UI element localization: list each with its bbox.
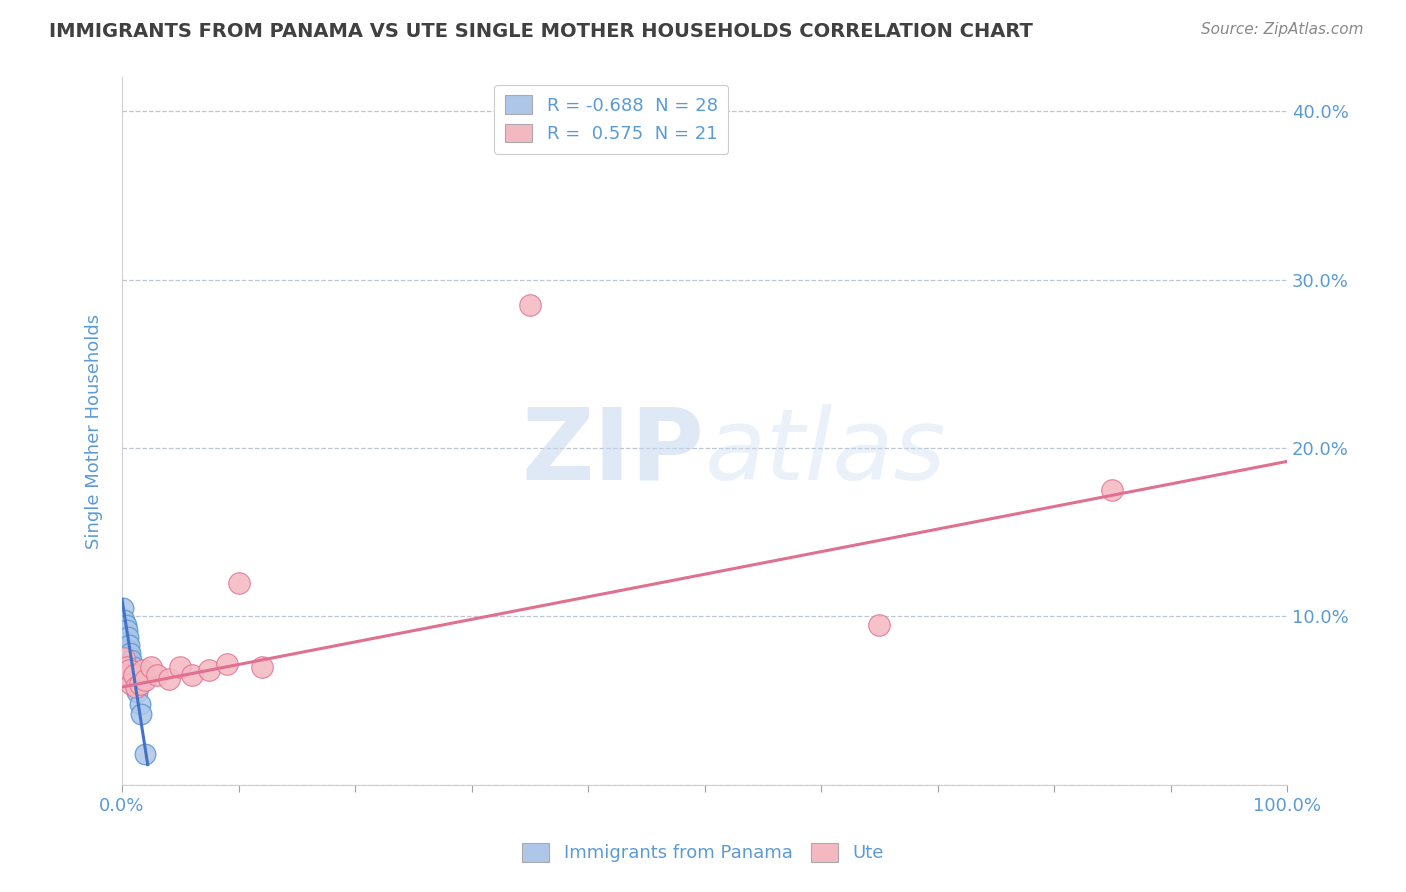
- Point: [120, 653, 142, 667]
- Point: [122, 660, 145, 674]
- Point: [157, 672, 180, 686]
- Point: [181, 668, 204, 682]
- Point: [120, 663, 142, 677]
- Point: [118, 638, 141, 652]
- Point: [121, 668, 143, 682]
- Point: [120, 676, 142, 690]
- Point: [169, 660, 191, 674]
- Point: [141, 660, 163, 674]
- Point: [112, 601, 135, 615]
- Point: [868, 617, 890, 632]
- Text: ZIP: ZIP: [522, 404, 704, 500]
- Point: [114, 630, 136, 644]
- Point: [215, 657, 238, 671]
- Point: [112, 626, 135, 640]
- Point: [132, 663, 155, 677]
- Point: [112, 613, 135, 627]
- Point: [118, 649, 141, 664]
- Point: [114, 617, 136, 632]
- Point: [115, 647, 138, 661]
- Point: [120, 657, 142, 671]
- Point: [124, 676, 146, 690]
- Point: [125, 680, 148, 694]
- Point: [117, 643, 139, 657]
- Point: [118, 663, 141, 677]
- Text: Source: ZipAtlas.com: Source: ZipAtlas.com: [1201, 22, 1364, 37]
- Point: [122, 668, 145, 682]
- Point: [117, 657, 139, 671]
- Point: [519, 298, 541, 312]
- Text: atlas: atlas: [704, 404, 946, 500]
- Point: [118, 660, 141, 674]
- Point: [117, 630, 139, 644]
- Y-axis label: Single Mother Households: Single Mother Households: [86, 313, 103, 549]
- Point: [114, 640, 136, 654]
- Point: [122, 673, 145, 688]
- Point: [128, 697, 150, 711]
- Point: [115, 660, 138, 674]
- Point: [120, 647, 142, 661]
- Legend: R = -0.688  N = 28, R =  0.575  N = 21: R = -0.688 N = 28, R = 0.575 N = 21: [495, 85, 728, 154]
- Point: [198, 663, 221, 677]
- Point: [134, 673, 156, 688]
- Point: [146, 668, 169, 682]
- Point: [125, 680, 148, 694]
- Point: [129, 706, 152, 721]
- Point: [128, 676, 150, 690]
- Point: [228, 575, 250, 590]
- Point: [115, 634, 138, 648]
- Point: [250, 660, 273, 674]
- Point: [134, 747, 156, 762]
- Point: [1101, 483, 1123, 497]
- Text: IMMIGRANTS FROM PANAMA VS UTE SINGLE MOTHER HOUSEHOLDS CORRELATION CHART: IMMIGRANTS FROM PANAMA VS UTE SINGLE MOT…: [49, 22, 1033, 41]
- Legend: Immigrants from Panama, Ute: Immigrants from Panama, Ute: [515, 836, 891, 870]
- Point: [127, 685, 149, 699]
- Point: [112, 651, 135, 665]
- Point: [115, 623, 138, 637]
- Point: [117, 668, 139, 682]
